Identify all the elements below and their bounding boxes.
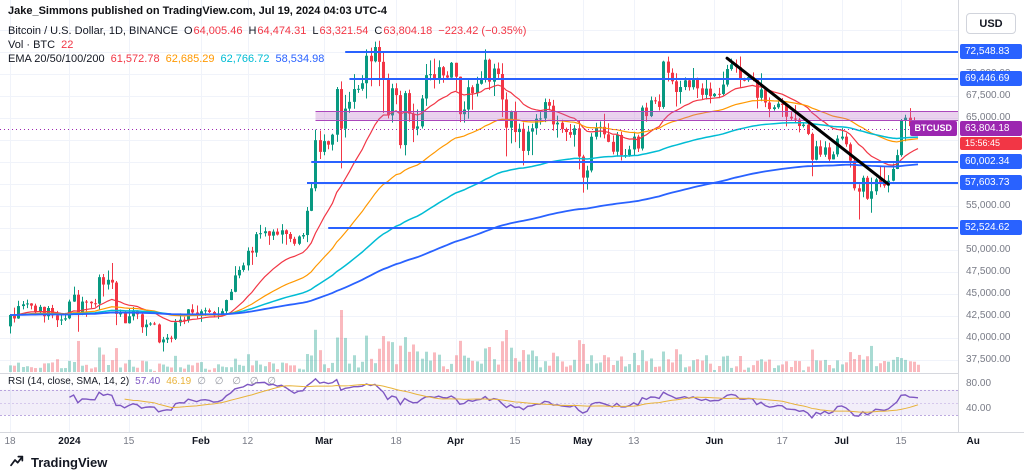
ema200-value: 58,534.98	[275, 52, 325, 65]
price-level-badge: 69,446.69	[960, 70, 1022, 86]
price-tick: 55,000.00	[966, 200, 1011, 212]
high-number: 64,474.31	[257, 24, 307, 37]
time-axis-label: Mar	[315, 436, 333, 447]
open-number: 64,005.46	[193, 24, 243, 37]
volume-value: 22	[61, 38, 74, 51]
rsi-indicator-label[interactable]: RSI (14, close, SMA, 14, 2)	[8, 376, 130, 387]
open-value: O 64,005.46	[184, 25, 243, 37]
time-axis-label: Jul	[834, 436, 849, 447]
time-axis-label: Jun	[705, 436, 724, 447]
change-value: −223.42 (−0.35%)	[438, 24, 527, 37]
time-axis-label: 13	[628, 436, 640, 447]
price-tick: 65,000.00	[966, 112, 1011, 124]
price-tick: 45,000.00	[966, 288, 1011, 300]
time-axis-label: Feb	[192, 436, 210, 447]
close-number: 63,804.18	[383, 24, 433, 37]
time-axis-label: 17	[776, 436, 788, 447]
time-axis-label: 12	[242, 436, 254, 447]
tradingview-logo-icon[interactable]	[9, 454, 25, 470]
ema100-value: 62,766.72	[220, 52, 270, 65]
time-axis[interactable]: 18 2024 15 Feb 12 Mar 18 Apr 15 May 13 Jun 17 Jul 15 Au	[0, 432, 1024, 451]
time-axis-label: May	[573, 436, 593, 447]
price-level-badge: 52,524.62	[960, 220, 1022, 236]
close-label: C	[374, 24, 383, 37]
time-axis-label: 15	[123, 436, 135, 447]
chart-canvas[interactable]	[0, 0, 958, 432]
time-axis-label: 15	[895, 436, 907, 447]
price-tick: 42,500.00	[966, 310, 1011, 322]
price-tick: 37,500.00	[966, 354, 1011, 366]
footer-bar: TradingView	[0, 451, 1024, 473]
tradingview-brand[interactable]: TradingView	[31, 454, 108, 470]
close-value: C 63,804.18	[374, 25, 432, 37]
time-axis-label: Au	[966, 436, 980, 447]
time-axis-label: 15	[509, 436, 521, 447]
ema50-value: 62,685.29	[165, 52, 215, 65]
price-level-badge: 57,603.73	[960, 175, 1022, 191]
price-tick: 40,000.00	[966, 332, 1011, 344]
ema20-value: 61,572.78	[110, 52, 160, 65]
rsi-value: 57.40	[135, 376, 161, 387]
ema-indicator-label[interactable]: EMA 20/50/100/200	[8, 52, 105, 65]
symbol-legend-row: Bitcoin / U.S. Dollar, 1D, BINANCE O 64,0…	[8, 24, 526, 37]
high-value: H 64,474.31	[248, 25, 306, 37]
volume-indicator-label[interactable]: Vol · BTC	[8, 38, 56, 51]
symbol-price-tag: BTCUSD	[909, 120, 957, 136]
published-byline: Jake_Simmons published on TradingView.co…	[8, 5, 388, 17]
muted-null-values: ∅ ∅ ∅ ∅ ∅	[197, 376, 279, 387]
rsi-tick: 40.00	[966, 402, 992, 414]
symbol-title[interactable]: Bitcoin / U.S. Dollar, 1D, BINANCE	[8, 24, 178, 37]
price-axis[interactable]: USD 70,000.0067,500.0065,000.0055,000.00…	[958, 0, 1024, 432]
ema-legend-row: EMA 20/50/100/200 61,572.78 62,685.29 62…	[8, 52, 526, 65]
time-axis-label: Apr	[446, 436, 465, 447]
main-chart-legend: Bitcoin / U.S. Dollar, 1D, BINANCE O 64,0…	[8, 24, 526, 66]
time-axis-label: 18	[390, 436, 402, 447]
high-label: H	[248, 24, 257, 37]
price-level-badge: 60,002.34	[960, 154, 1022, 170]
price-tick: 47,500.00	[966, 266, 1011, 278]
low-label: L	[312, 24, 319, 37]
time-axis-label: 2024	[58, 436, 81, 447]
rsi-legend: RSI (14, close, SMA, 14, 2) 57.40 46.19 …	[8, 376, 279, 387]
open-label: O	[183, 24, 193, 37]
time-axis-label: 18	[4, 436, 16, 447]
price-tick: 50,000.00	[966, 244, 1011, 256]
volume-legend-row: Vol · BTC 22	[8, 38, 526, 51]
usd-currency-button[interactable]: USD	[966, 13, 1016, 34]
countdown-badge: 15:56:45	[960, 136, 1022, 150]
rsi-ma-value: 46.19	[166, 376, 192, 387]
low-value: L 63,321.54	[312, 25, 368, 37]
price-tick: 67,500.00	[966, 90, 1011, 102]
rsi-tick: 80.00	[966, 377, 992, 389]
price-level-badge: 72,548.83	[960, 43, 1022, 59]
current-price-badge: 63,804.18	[960, 120, 1022, 136]
low-number: 63,321.54	[319, 24, 369, 37]
